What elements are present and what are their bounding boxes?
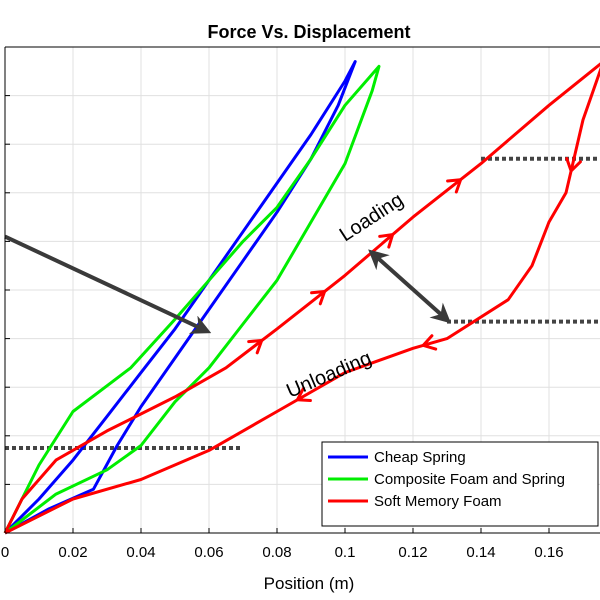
x-tick-label-2: 0.04 bbox=[126, 544, 155, 561]
x-tick-label-1: 0.02 bbox=[58, 544, 87, 561]
series-line-soft-memory-foam bbox=[3, 62, 600, 535]
direction-arrow-3 bbox=[446, 177, 463, 194]
legend: Cheap Spring Composite Foam and Spring Sof… bbox=[321, 441, 599, 527]
direction-arrow-2 bbox=[378, 232, 395, 249]
series-line-composite-foam-and-spring bbox=[3, 64, 381, 535]
x-tick-label-6: 0.12 bbox=[398, 544, 427, 561]
direction-arrow-4 bbox=[565, 157, 582, 174]
direction-arrow-5 bbox=[420, 334, 438, 351]
x-tick-label-7: 0.14 bbox=[466, 544, 495, 561]
series-layer bbox=[3, 60, 600, 535]
direction-arrow-0 bbox=[247, 338, 264, 355]
direction-arrow-1 bbox=[310, 289, 327, 306]
series-line-cheap-spring bbox=[3, 60, 357, 535]
x-tick-label-5: 0.1 bbox=[335, 544, 356, 561]
dotted-reference-lines bbox=[5, 156, 600, 450]
pointer-arrow bbox=[4, 234, 212, 334]
x-tick-label-3: 0.06 bbox=[194, 544, 223, 561]
x-tick-label-4: 0.08 bbox=[262, 544, 291, 561]
axes-layer bbox=[4, 46, 600, 534]
hysteresis-double-arrow bbox=[368, 249, 452, 324]
x-axis-label: Position (m) bbox=[264, 574, 355, 593]
direction-arrow-6 bbox=[294, 386, 312, 402]
legend-entry-1: Composite Foam and Spring bbox=[374, 471, 565, 488]
legend-entry-2: Soft Memory Foam bbox=[374, 493, 502, 510]
chart-title: Force Vs. Displacement bbox=[207, 22, 410, 42]
x-tick-labels: 0 0.02 0.04 0.06 0.08 0.1 0.12 0.14 0.16 bbox=[1, 544, 564, 561]
x-tick-label-8: 0.16 bbox=[534, 544, 563, 561]
x-tick-label-0: 0 bbox=[1, 544, 9, 561]
direction-arrows bbox=[4, 157, 582, 402]
legend-entry-0: Cheap Spring bbox=[374, 449, 466, 466]
